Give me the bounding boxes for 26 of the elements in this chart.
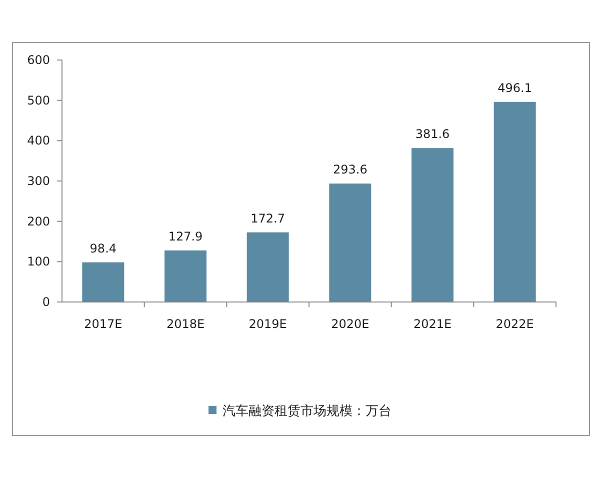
data-label: 172.7	[250, 211, 286, 226]
bar	[494, 102, 536, 302]
y-tick-label: 100	[27, 254, 50, 269]
x-tick-label: 2022E	[496, 317, 534, 331]
x-tick-label: 2019E	[248, 317, 287, 331]
data-label: 127.9	[168, 229, 203, 244]
bar	[329, 184, 372, 302]
data-label: 381.6	[415, 127, 450, 142]
x-tick-label: 2018E	[166, 317, 205, 331]
y-tick-label: 0	[42, 295, 50, 309]
x-tick-label: 2021E	[413, 317, 452, 331]
bar	[246, 232, 289, 302]
y-tick-label: 300	[27, 174, 50, 188]
data-label: 98.4	[90, 241, 117, 256]
bar	[82, 262, 124, 302]
y-tick-label: 200	[27, 214, 50, 228]
legend-label: 汽车融资租赁市场规模：万台	[222, 404, 392, 419]
y-tick-label: 600	[27, 53, 50, 67]
y-tick-label: 500	[27, 93, 50, 108]
y-tick-label: 400	[27, 134, 50, 148]
data-label: 496.1	[498, 80, 532, 95]
x-tick-label: 2020E	[331, 317, 370, 331]
data-label: 293.6	[332, 162, 368, 177]
x-tick-label: 2017E	[84, 317, 122, 331]
bar	[164, 250, 206, 302]
bar	[412, 148, 454, 302]
